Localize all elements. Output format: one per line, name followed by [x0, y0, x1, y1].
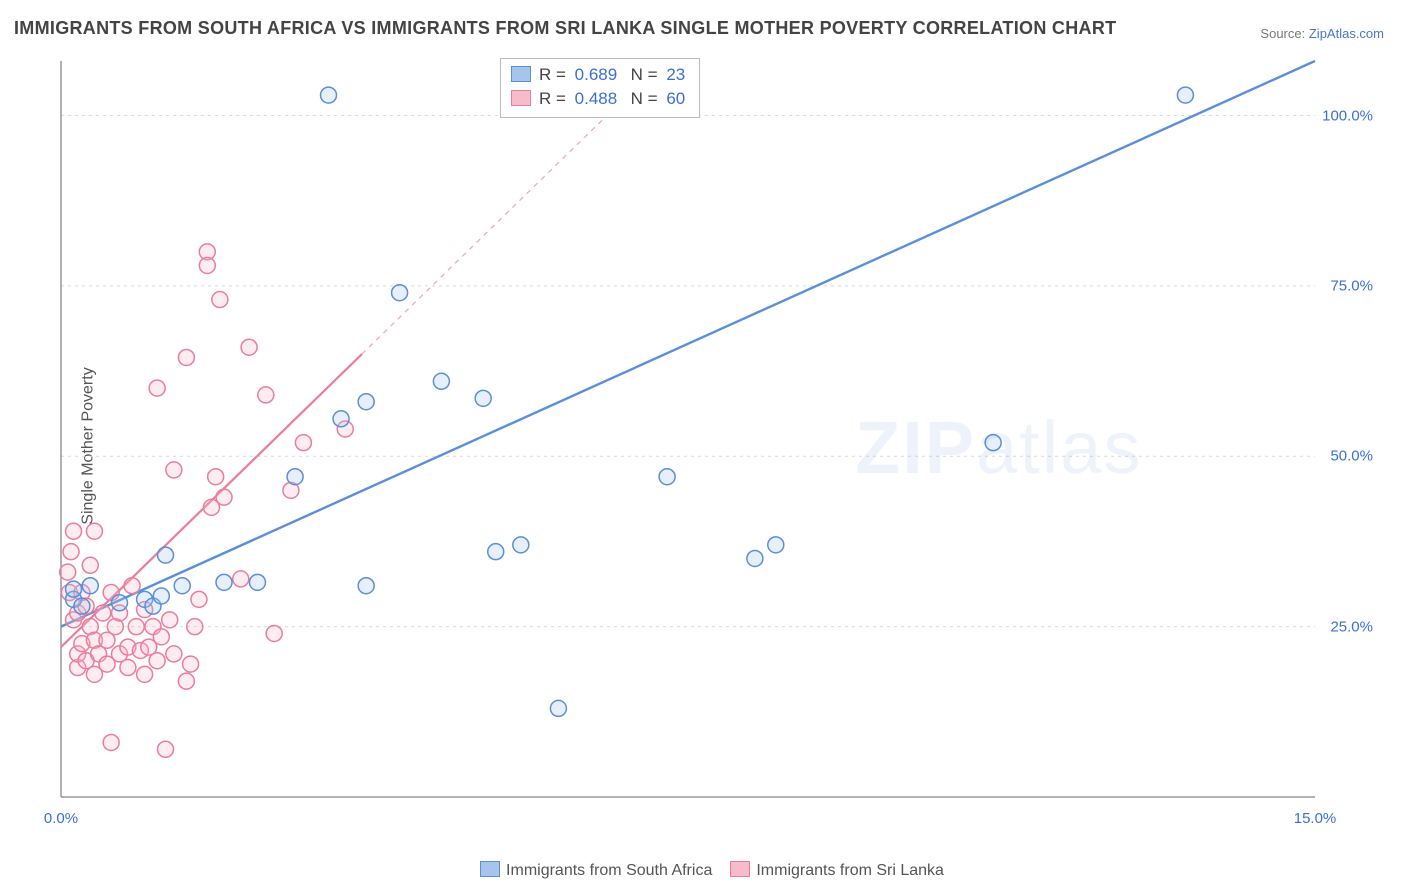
stat-n-label: N =: [631, 89, 658, 108]
source-value: ZipAtlas.com: [1309, 26, 1384, 41]
y-tick-label: 50.0%: [1330, 448, 1373, 465]
legend-swatch: [480, 861, 500, 877]
source-label: Source:: [1260, 26, 1305, 41]
chart-title: IMMIGRANTS FROM SOUTH AFRICA VS IMMIGRAN…: [14, 18, 1116, 39]
correlation-stats-box: R = 0.689 N = 23R = 0.488 N = 60: [500, 58, 700, 118]
series-swatch: [511, 66, 531, 82]
legend-label: Immigrants from Sri Lanka: [756, 862, 944, 879]
stat-r-value: 0.488: [575, 89, 618, 108]
series-legend: Immigrants from South Africa Immigrants f…: [0, 861, 1406, 880]
x-tick-label: 0.0%: [44, 810, 78, 827]
plot-area: 25.0%50.0%75.0%100.0% 0.0%15.0% R = 0.68…: [55, 55, 1385, 825]
y-tick-label: 25.0%: [1330, 618, 1373, 635]
legend-swatch: [730, 861, 750, 877]
stat-r-label: R =: [539, 89, 566, 108]
stat-n-label: N =: [631, 65, 658, 84]
stats-row: R = 0.488 N = 60: [511, 87, 689, 111]
stat-r-label: R =: [539, 65, 566, 84]
legend-label: Immigrants from South Africa: [506, 862, 712, 879]
stats-row: R = 0.689 N = 23: [511, 63, 689, 87]
source-attribution: Source: ZipAtlas.com: [1260, 26, 1384, 41]
series-swatch: [511, 90, 531, 106]
stat-n-value: 60: [666, 89, 685, 108]
scatter-svg: [55, 55, 1385, 825]
stat-r-value: 0.689: [575, 65, 618, 84]
stat-n-value: 23: [666, 65, 685, 84]
x-tick-label: 15.0%: [1294, 810, 1337, 827]
y-tick-label: 100.0%: [1322, 107, 1373, 124]
y-tick-label: 75.0%: [1330, 277, 1373, 294]
